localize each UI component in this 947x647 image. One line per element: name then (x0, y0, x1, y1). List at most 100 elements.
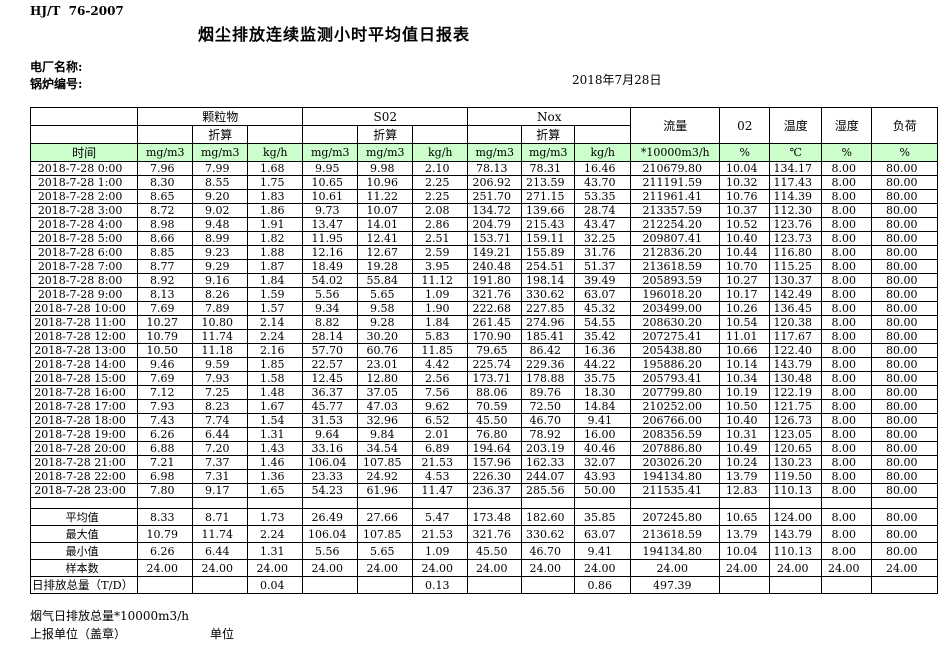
value-cell: 8.00 (821, 301, 873, 316)
value-cell: 24.00 (769, 559, 823, 577)
value-cell: 24.00 (574, 559, 632, 577)
time-cell: 2018-7-28 20:00 (29, 441, 139, 456)
unit-label: 单位 (210, 627, 235, 641)
value-cell: 80.00 (871, 315, 939, 330)
value-cell: 7.99 (192, 161, 249, 176)
value-cell: 8.00 (821, 217, 873, 232)
col-header-temperature: 温度 (769, 107, 823, 144)
value-cell: 0.86 (574, 576, 632, 594)
value-cell: 8.92 (137, 273, 194, 288)
value-cell: 5.65 (357, 287, 414, 302)
value-cell: 191.80 (467, 273, 523, 288)
value-cell: 28.14 (302, 329, 359, 344)
value-cell: 8.72 (137, 203, 194, 218)
value-cell: 236.37 (467, 483, 523, 498)
report-table-body: 2018-7-28 0:00 7.96 7.99 1.68 9.95 9.98 2.10 78… (29, 161, 939, 594)
empty-cell (574, 125, 632, 144)
table-row: 2018-7-28 2:00 8.65 9.20 1.83 10.61 11.22 2.25… (29, 189, 939, 204)
table-row: 2018-7-28 14:00 9.46 9.59 1.85 22.57 23.01 4.4… (29, 357, 939, 372)
value-cell: 16.46 (574, 161, 632, 176)
table-row: 2018-7-28 4:00 8.98 9.48 1.91 13.47 14.01 2.86… (29, 217, 939, 232)
plant-name-label: 电厂名称: (30, 60, 83, 74)
value-cell: 44.22 (574, 357, 632, 372)
value-cell: 1.31 (247, 542, 304, 560)
table-row: 2018-7-28 3:00 8.72 9.02 1.86 9.73 10.07 2.08 1… (29, 203, 939, 218)
value-cell: 2.10 (412, 161, 469, 176)
value-cell: 1.09 (412, 542, 469, 560)
value-cell: 1.82 (247, 231, 304, 246)
col-header-humidity: 湿度 (821, 107, 873, 144)
value-cell: 194134.80 (630, 469, 721, 484)
table-row: 2018-7-28 1:00 8.30 8.55 1.75 10.65 10.96 2.25… (29, 175, 939, 190)
value-cell: 8.00 (821, 455, 873, 470)
value-cell: 24.00 (357, 559, 414, 577)
value-cell: 139.66 (521, 203, 576, 218)
value-cell: 205438.80 (630, 343, 721, 358)
unit-cell: mg/m3 (467, 143, 523, 162)
value-cell: 9.02 (192, 203, 249, 218)
value-cell: 7.12 (137, 385, 194, 400)
value-cell: 6.98 (137, 469, 194, 484)
value-cell (467, 576, 523, 594)
value-cell: 205893.59 (630, 273, 721, 288)
col-header-o2: 02 (719, 107, 771, 144)
summary-row: 最小值 6.26 6.44 1.31 5.56 5.65 1.09 45.50 46.70 9.4… (29, 542, 939, 560)
value-cell: 8.30 (137, 175, 194, 190)
value-cell: 10.65 (302, 175, 359, 190)
value-cell: 212254.20 (630, 217, 721, 232)
value-cell: 7.43 (137, 413, 194, 428)
value-cell: 207886.80 (630, 441, 721, 456)
value-cell: 8.00 (821, 189, 873, 204)
value-cell: 54.02 (302, 273, 359, 288)
value-cell: 114.39 (769, 189, 823, 204)
value-cell: 32.96 (357, 413, 414, 428)
empty-cell (247, 497, 304, 509)
value-cell: 208356.59 (630, 427, 721, 442)
value-cell: 227.85 (521, 301, 576, 316)
value-cell: 211961.41 (630, 189, 721, 204)
value-cell: 170.90 (467, 329, 523, 344)
value-cell: 10.66 (719, 343, 771, 358)
value-cell: 8.65 (137, 189, 194, 204)
empty-cell (769, 497, 823, 509)
value-cell: 11.18 (192, 343, 249, 358)
value-cell: 185.41 (521, 329, 576, 344)
value-cell: 7.80 (137, 483, 194, 498)
value-cell: 1.75 (247, 175, 304, 190)
value-cell: 45.32 (574, 301, 632, 316)
empty-cell (871, 497, 939, 509)
time-cell: 2018-7-28 6:00 (29, 245, 139, 260)
value-cell: 209807.41 (630, 231, 721, 246)
value-cell: 9.41 (574, 542, 632, 560)
value-cell: 2.24 (247, 525, 304, 543)
value-cell: 80.00 (871, 259, 939, 274)
time-cell: 2018-7-28 4:00 (29, 217, 139, 232)
value-cell: 2.08 (412, 203, 469, 218)
value-cell: 8.55 (192, 175, 249, 190)
report-table-head: 颗粒物 S02 Nox 流量 02 温度 湿度 负荷 折算 折算 折算 (29, 107, 939, 162)
value-cell: 11.01 (719, 329, 771, 344)
value-cell: 123.73 (769, 231, 823, 246)
value-cell: 45.50 (467, 542, 523, 560)
value-cell: 143.79 (769, 357, 823, 372)
value-cell: 134.17 (769, 161, 823, 176)
value-cell (769, 576, 823, 594)
unit-cell: % (719, 143, 771, 162)
value-cell: 76.80 (467, 427, 523, 442)
value-cell: 9.34 (302, 301, 359, 316)
value-cell (357, 576, 414, 594)
value-cell: 9.20 (192, 189, 249, 204)
empty-cell (302, 125, 359, 144)
value-cell: 9.62 (412, 399, 469, 414)
value-cell: 6.89 (412, 441, 469, 456)
value-cell: 24.00 (630, 559, 721, 577)
value-cell: 80.00 (871, 217, 939, 232)
group-header-particulate: 颗粒物 (137, 107, 304, 126)
value-cell: 11.74 (192, 329, 249, 344)
value-cell: 2.16 (247, 343, 304, 358)
page-title: 烟尘排放连续监测小时平均值日报表 (197, 25, 470, 44)
value-cell: 330.62 (521, 525, 576, 543)
value-cell: 1.88 (247, 245, 304, 260)
value-cell: 10.44 (719, 245, 771, 260)
